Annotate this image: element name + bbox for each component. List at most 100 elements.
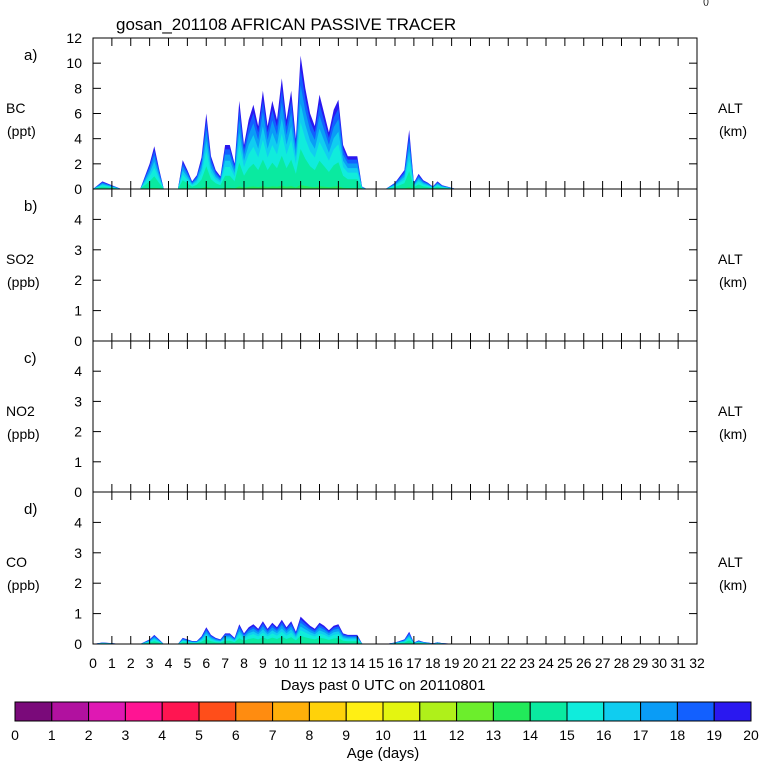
panel-frame bbox=[92, 188, 698, 342]
y-tick-label: 4 bbox=[74, 211, 82, 227]
y-axis-label: CO bbox=[6, 554, 27, 570]
y-tick-label: 3 bbox=[74, 393, 82, 409]
colorbar-swatch bbox=[676, 701, 715, 722]
colorbar-swatch bbox=[566, 701, 605, 722]
y-tick-label: 0 bbox=[74, 484, 82, 500]
colorbar-tick-label: 12 bbox=[449, 727, 465, 743]
y-tick-label: 10 bbox=[66, 55, 82, 71]
x-tick-label: 10 bbox=[274, 655, 290, 671]
x-tick-label: 21 bbox=[482, 655, 498, 671]
x-tick-label: 26 bbox=[576, 655, 592, 671]
colorbar-tick-label: 19 bbox=[706, 727, 722, 743]
colorbar-swatch bbox=[198, 701, 237, 722]
x-tick-label: 24 bbox=[538, 655, 554, 671]
right-axis-unit: (km) bbox=[719, 123, 747, 139]
colorbar-swatch bbox=[382, 701, 421, 722]
colorbar-tick-label: 1 bbox=[48, 727, 56, 743]
right-axis-unit: (km) bbox=[719, 577, 747, 593]
colorbar-swatch bbox=[419, 701, 458, 722]
colorbar-tick-label: 2 bbox=[85, 727, 93, 743]
y-tick-label: 2 bbox=[74, 156, 82, 172]
x-tick-label: 4 bbox=[165, 655, 173, 671]
x-tick-label: 12 bbox=[312, 655, 328, 671]
colorbar-swatch bbox=[88, 701, 126, 722]
y-axis-label: BC bbox=[6, 100, 25, 116]
x-tick-labels: 0 1 2 3 4 5 6 7 8 9 10 11 12 13 14 15 16 17 18 19 20 21 22 23 24… bbox=[89, 655, 705, 671]
y-axis-unit: (ppb) bbox=[7, 577, 40, 593]
panel-frame bbox=[92, 340, 698, 493]
panel-3: 0 1 2 3 4 c) NO2 (ppb) ALT (km) bbox=[6, 340, 747, 500]
panel-4: 0 1 2 3 4 d) CO (ppb) ALT (km) bbox=[6, 491, 747, 652]
colorbar-swatch bbox=[51, 701, 90, 722]
right-axis-label: ALT bbox=[718, 554, 743, 570]
x-tick-label: 8 bbox=[240, 655, 248, 671]
y-tick-label: 3 bbox=[74, 545, 82, 561]
y-axis-label: SO2 bbox=[6, 251, 34, 267]
right-axis-unit: (km) bbox=[719, 274, 747, 290]
colorbar-swatch bbox=[492, 701, 531, 722]
x-tick-label: 27 bbox=[595, 655, 611, 671]
x-tick-label: 22 bbox=[500, 655, 516, 671]
y-tick-label: 4 bbox=[74, 514, 82, 530]
y-tick-label: 1 bbox=[74, 606, 82, 622]
colorbar-tick-label: 15 bbox=[559, 727, 575, 743]
colorbar-tick-label: 18 bbox=[670, 727, 686, 743]
x-tick-label: 6 bbox=[202, 655, 210, 671]
colorbar-tick-label: 10 bbox=[375, 727, 391, 743]
y-tick-label: 8 bbox=[74, 80, 82, 96]
x-tick-label: 25 bbox=[557, 655, 573, 671]
x-tick-label: 28 bbox=[614, 655, 630, 671]
colorbar-tick-label: 14 bbox=[522, 727, 538, 743]
x-tick-label: 16 bbox=[387, 655, 403, 671]
colorbar-swatch bbox=[308, 701, 347, 722]
x-tick-label: 23 bbox=[519, 655, 535, 671]
x-tick-label: 31 bbox=[670, 655, 686, 671]
panel-frame bbox=[92, 491, 698, 645]
right-axis-label: ALT bbox=[718, 100, 743, 116]
x-tick-label: 32 bbox=[689, 655, 705, 671]
x-tick-label: 9 bbox=[259, 655, 267, 671]
colorbar-swatch bbox=[272, 701, 310, 722]
colorbar-swatch bbox=[640, 701, 678, 722]
colorbar-swatch bbox=[713, 701, 752, 722]
y-tick-label: 12 bbox=[66, 30, 82, 46]
panel-label: b) bbox=[24, 198, 37, 215]
y-tick-label: 2 bbox=[74, 272, 82, 288]
y-tick-label: 3 bbox=[74, 242, 82, 258]
y-tick-label: 4 bbox=[74, 363, 82, 379]
y-tick-label: 2 bbox=[74, 424, 82, 440]
y-tick-label: 4 bbox=[74, 131, 82, 147]
right-axis-label: ALT bbox=[718, 251, 743, 267]
x-tick-label: 0 bbox=[89, 655, 97, 671]
panel-label: c) bbox=[24, 350, 37, 367]
colorbar: 0 1 2 3 4 5 6 7 8 9 10 11 12 13 14 15 16 17 18 19 20 bbox=[11, 701, 759, 743]
x-tick-label: 2 bbox=[127, 655, 135, 671]
x-tick-label: 15 bbox=[368, 655, 384, 671]
colorbar-swatch bbox=[603, 701, 642, 722]
colorbar-swatch bbox=[161, 701, 200, 722]
colorbar-tick-label: 3 bbox=[122, 727, 130, 743]
colorbar-tick-label: 20 bbox=[743, 727, 759, 743]
x-tick-label: 13 bbox=[331, 655, 347, 671]
x-tick-label: 17 bbox=[406, 655, 422, 671]
x-tick-label: 19 bbox=[444, 655, 460, 671]
x-tick-label: 7 bbox=[221, 655, 229, 671]
colorbar-tick-label: 8 bbox=[306, 727, 314, 743]
y-axis-unit: (ppt) bbox=[7, 123, 36, 139]
y-tick-label: 0 bbox=[74, 636, 82, 652]
colorbar-swatch bbox=[235, 701, 274, 722]
x-axis-label: Days past 0 UTC on 20110801 bbox=[281, 677, 486, 694]
chart-title: gosan_201108 AFRICAN PASSIVE TRACER bbox=[116, 15, 456, 34]
panel-1: 0 2 4 6 8 10 12 a) BC (ppt) ALT (km) bbox=[6, 30, 747, 197]
panel-label: a) bbox=[24, 47, 37, 64]
colorbar-tick-label: 11 bbox=[413, 727, 428, 743]
panels: 024681012a)BC(ppt)ALT(km)01234b)SO2(ppb)… bbox=[6, 30, 747, 671]
colorbar-swatch bbox=[124, 701, 163, 722]
x-tick-label: 14 bbox=[349, 655, 365, 671]
y-axis-unit: (ppb) bbox=[7, 274, 40, 290]
colorbar-tick-label: 13 bbox=[486, 727, 502, 743]
colorbar-tick-label: 4 bbox=[158, 727, 166, 743]
x-tick-label: 20 bbox=[463, 655, 479, 671]
colorbar-tick-label: 17 bbox=[633, 727, 649, 743]
